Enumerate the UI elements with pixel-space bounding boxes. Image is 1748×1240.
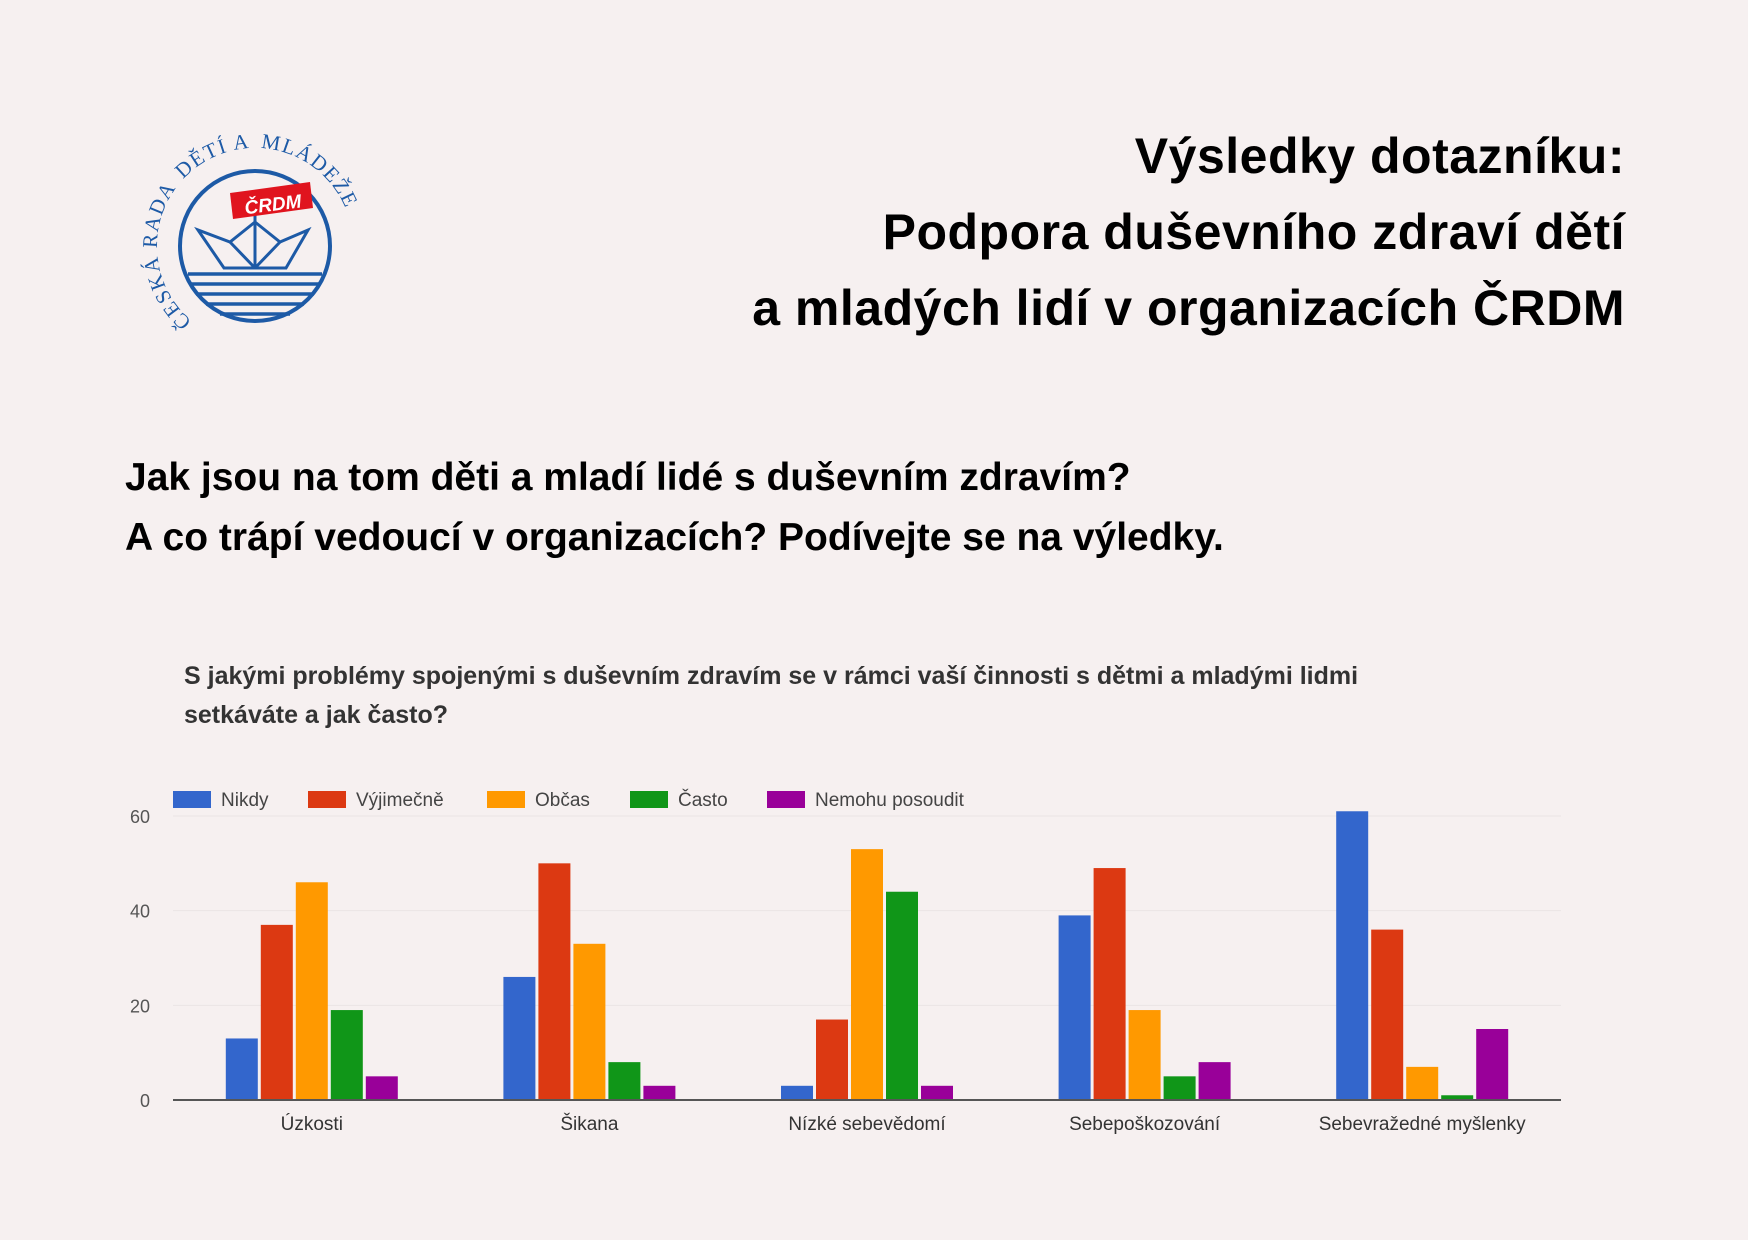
- logo-circle: [178, 169, 332, 323]
- legend-swatch-Nikdy: [173, 791, 211, 808]
- page-title: Výsledky dotazníku: Podpora duševního zd…: [752, 118, 1625, 346]
- title-line: Podpora duševního zdraví dětí: [882, 204, 1625, 260]
- bar-Občas-Sebevražedné myšlenky: [1406, 1066, 1439, 1100]
- y-tick-label: 40: [130, 902, 150, 922]
- bar-Nemohu posoudit-Sebevražedné myšlenky: [1476, 1029, 1509, 1100]
- paper-boat-icon: [194, 214, 312, 270]
- bar-Výjimečně-Sebevražedné myšlenky: [1371, 929, 1404, 1100]
- bar-Výjimečně-Úzkosti: [260, 924, 293, 1100]
- bar-Často-Sebepoškozování: [1163, 1076, 1196, 1100]
- title-line: Výsledky dotazníku:: [1134, 128, 1625, 184]
- x-tick-label: Úzkosti: [281, 1113, 343, 1135]
- bar-Občas-Šikana: [573, 943, 606, 1100]
- bar-Často-Šikana: [608, 1062, 641, 1100]
- chart-title-line: S jakými problémy spojenými s duševním z…: [184, 662, 1359, 690]
- legend-label: Výjimečně: [356, 790, 444, 811]
- bar-Nikdy-Úzkosti: [225, 1038, 258, 1100]
- logo-arc-top-text: ČESKÁ RADA: [140, 177, 195, 335]
- intro-text: Jak jsou na tom děti a mladí lidé s duše…: [125, 448, 1224, 568]
- bar-Nemohu posoudit-Šikana: [643, 1085, 676, 1100]
- legend-swatch-Občas: [487, 791, 525, 808]
- intro-line: A co trápí vedoucí v organizacích? Podív…: [125, 516, 1224, 559]
- bar-Výjimečně-Sebepoškozování: [1093, 868, 1126, 1100]
- x-tick-label: Nízké sebevědomí: [788, 1114, 946, 1135]
- bar-Občas-Sebepoškozování: [1128, 1010, 1161, 1100]
- x-tick-label: Sebevražedné myšlenky: [1319, 1114, 1526, 1135]
- y-tick-label: 20: [130, 996, 150, 1016]
- bar-Často-Úzkosti: [330, 1010, 363, 1100]
- bar-Nikdy-Sebepoškozování: [1058, 915, 1091, 1100]
- chart-title: S jakými problémy spojenými s duševním z…: [184, 657, 1358, 735]
- legend-label: Občas: [535, 790, 590, 811]
- bar-Občas-Nízké sebevědomí: [851, 849, 883, 1100]
- y-tick-label: 60: [130, 807, 150, 827]
- intro-line: Jak jsou na tom děti a mladí lidé s duše…: [125, 456, 1131, 499]
- bar-Nemohu posoudit-Sebepoškozování: [1198, 1062, 1231, 1100]
- bar-Výjimečně-Nízké sebevědomí: [816, 1019, 848, 1100]
- legend-swatch-Výjimečně: [308, 791, 346, 808]
- bar-Nemohu posoudit-Úzkosti: [365, 1076, 398, 1100]
- x-tick-label: Sebepoškozování: [1069, 1114, 1221, 1135]
- bar-Nikdy-Šikana: [503, 976, 536, 1100]
- title-line: a mladých lidí v organizacích ČRDM: [752, 280, 1625, 336]
- legend-label: Často: [678, 789, 728, 811]
- chart-title-line: setkáváte a jak často?: [184, 701, 449, 729]
- bar-Často-Nízké sebevědomí: [886, 891, 918, 1100]
- logo-flag: [230, 182, 313, 219]
- legend-swatch-Často: [630, 791, 668, 808]
- bar-Často-Sebevražedné myšlenky: [1441, 1095, 1474, 1100]
- legend-label: Nikdy: [221, 790, 269, 811]
- legend-label: Nemohu posoudit: [815, 790, 965, 811]
- bar-Nikdy-Nízké sebevědomí: [781, 1085, 813, 1100]
- y-tick-label: 0: [140, 1091, 150, 1111]
- waves-icon: [188, 272, 322, 316]
- bar-Nikdy-Sebevražedné myšlenky: [1336, 811, 1369, 1100]
- bar-Výjimečně-Šikana: [538, 863, 571, 1100]
- crdm-logo: ČRDM ČESKÁ RADADĚTÍ A MLÁDEŽE: [140, 129, 362, 335]
- bar-Nemohu posoudit-Nízké sebevědomí: [921, 1085, 953, 1100]
- legend-swatch-Nemohu posoudit: [767, 791, 805, 808]
- x-tick-label: Šikana: [560, 1113, 619, 1135]
- bar-Občas-Úzkosti: [295, 882, 328, 1100]
- bar-chart: 0 20 40 60 Nikdy Výjimečně Občas Často Nemohu po…: [130, 789, 1561, 1135]
